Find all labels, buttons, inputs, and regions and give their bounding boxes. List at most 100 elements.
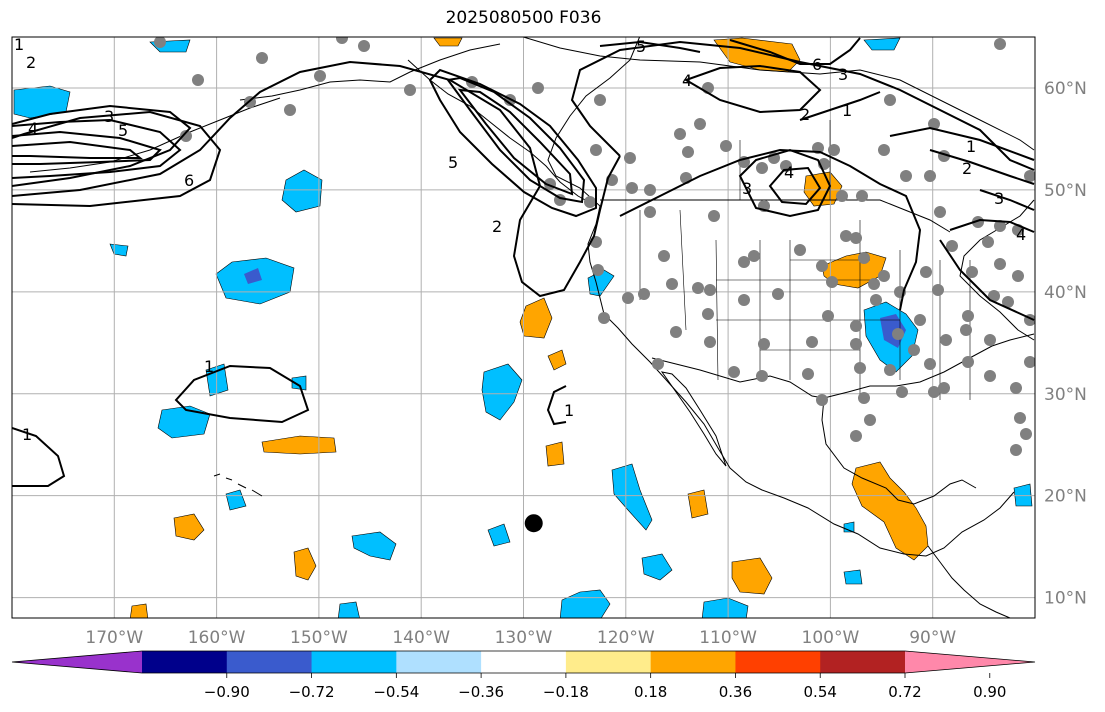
contour-label: 2: [26, 53, 36, 72]
lon-tick-label: 110°W: [699, 628, 757, 648]
contour-label: 2: [962, 159, 972, 178]
coastline-alaska-north: [239, 43, 501, 101]
contour-2-east: [929, 149, 1035, 185]
station-dot: [938, 382, 950, 394]
shade-blue: [291, 375, 307, 391]
station-dot: [1024, 170, 1035, 182]
lon-tick-label: 100°W: [802, 628, 860, 648]
station-dot: [870, 294, 882, 306]
colorbar-segment: [820, 651, 906, 673]
station-dot: [598, 312, 610, 324]
contour-label: 4: [682, 71, 692, 90]
station-dot: [806, 336, 818, 348]
station-dot: [920, 266, 932, 278]
station-dot: [624, 152, 636, 164]
station-dot: [702, 308, 714, 320]
contour-2: [12, 60, 621, 298]
station-dot: [868, 278, 880, 290]
station-dot: [858, 252, 870, 264]
station-dot: [404, 84, 416, 96]
station-dot: [532, 82, 544, 94]
lat-tick-label: 30°N: [1044, 385, 1087, 405]
station-dot: [858, 392, 870, 404]
station-dot: [256, 52, 268, 64]
shade-dark: [244, 268, 262, 284]
colorbar-segment: [142, 651, 228, 673]
lon-tick-label: 130°W: [495, 628, 553, 648]
central-america: [927, 545, 1011, 618]
contour-label: 6: [184, 171, 194, 190]
lat-tick-label: 20°N: [1044, 487, 1087, 507]
colorbar-extend-high: [905, 651, 1035, 673]
coastline-west: [547, 37, 1015, 557]
station-dot: [994, 220, 1006, 232]
station-dot: [892, 328, 904, 340]
station-dot: [584, 196, 596, 208]
contour-label: 5: [118, 121, 128, 140]
contour-1: [174, 364, 310, 424]
station-dot: [674, 128, 686, 140]
station-dot: [962, 356, 974, 368]
station-dot: [594, 94, 606, 106]
station-dot: [928, 118, 940, 130]
contour-5: [12, 130, 162, 165]
station-dot: [900, 170, 912, 182]
station-dot: [822, 310, 834, 322]
station-dot: [896, 386, 908, 398]
station-dot: [794, 244, 806, 256]
station-dot: [878, 144, 890, 156]
station-dot: [914, 314, 926, 326]
station-dot: [192, 74, 204, 86]
station-dot: [666, 278, 678, 290]
storm-position-marker: [524, 514, 543, 533]
contour-4: [768, 166, 822, 206]
colorbar-segment: [735, 651, 821, 673]
station-dot: [756, 162, 768, 174]
contour-2: [619, 148, 922, 311]
station-dot: [644, 206, 656, 218]
us-mexico-border: [651, 357, 825, 399]
contour-label: 4: [784, 163, 794, 182]
contour-1: [546, 385, 567, 426]
colorbar-tick-label: 0.18: [634, 683, 667, 701]
shade-blue: [559, 589, 611, 618]
station-dot: [704, 336, 716, 348]
station-dot: [644, 184, 656, 196]
station-dot: [658, 250, 670, 262]
contour-lines: [12, 37, 1035, 487]
station-dot: [840, 230, 852, 242]
shade-orange: [261, 435, 337, 455]
map-panel: 1 2 3 4 5 6 1 1 1 2 5 5 4 6 3 1 2 3 4 1 …: [12, 37, 1035, 618]
station-dot: [994, 38, 1006, 50]
state-lines: [639, 120, 971, 400]
station-dot: [758, 338, 770, 350]
station-dot: [592, 264, 604, 276]
station-dot: [864, 414, 876, 426]
lat-tick-label: 60°N: [1044, 79, 1087, 99]
contour-3: [738, 148, 832, 218]
colorbar-tick-label: −0.18: [543, 683, 589, 701]
shade-orange: [687, 489, 709, 519]
station-dot: [756, 370, 768, 382]
colorbar-extend-low: [12, 651, 142, 673]
station-dot: [1012, 270, 1024, 282]
station-dot: [934, 206, 946, 218]
station-dot: [1002, 296, 1014, 308]
station-dot: [358, 40, 370, 52]
shade-blue: [701, 597, 749, 618]
shade-orange: [129, 603, 149, 618]
station-dot: [826, 276, 838, 288]
station-dot: [622, 292, 634, 304]
station-dot: [626, 182, 638, 194]
contour-label: 1: [22, 425, 32, 444]
station-dot: [984, 334, 996, 346]
colorbar-segment: [396, 651, 482, 673]
station-dot: [154, 37, 166, 48]
colorbar-outline: [11, 650, 1036, 674]
us-canada-border: [600, 199, 951, 233]
coastlines-and-borders: [29, 37, 1035, 618]
station-dot: [1024, 356, 1035, 368]
contour-label: 3: [742, 179, 752, 198]
station-dot: [946, 240, 958, 252]
